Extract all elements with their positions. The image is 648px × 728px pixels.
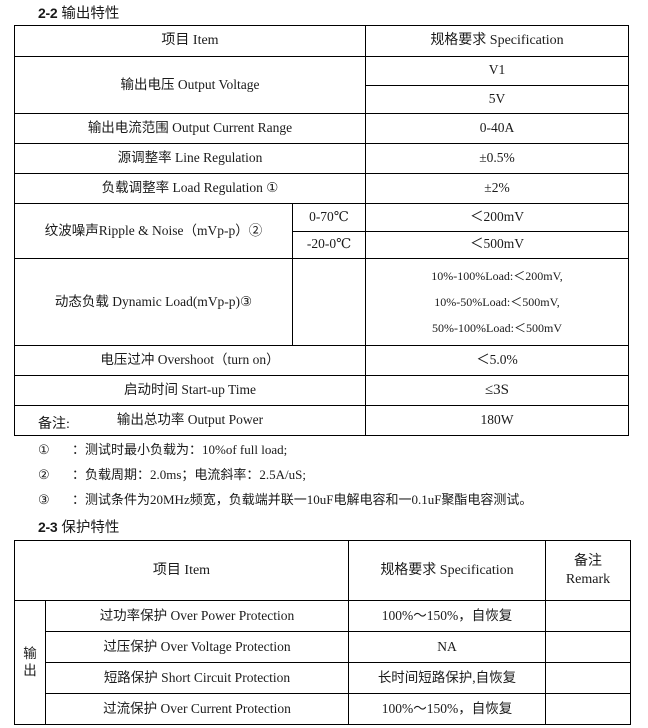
header-remark-en: Remark <box>565 571 611 587</box>
dynamic-load-line-3: 50%-100%Load:＜500mV <box>432 321 562 335</box>
header-spec: 规格要求 Specification <box>348 540 546 601</box>
section-number-protection: 2-3 <box>38 519 58 535</box>
header-spec: 规格要求 Specification <box>365 25 629 57</box>
cell-overshoot: ＜5.0% <box>365 345 629 376</box>
cell-over-current-protection-remark <box>545 693 631 725</box>
row-label-dynamic-load: 动态负载 Dynamic Load(mVp-p)③ <box>14 258 293 346</box>
remark-text-2: ：负载周期：2.0ms；电流斜率：2.5A/uS; <box>72 467 307 482</box>
cell-output-power: 180W <box>365 405 629 436</box>
table-row: 输出电流范围 Output Current Range 0-40A <box>14 113 629 144</box>
cell-short-circuit-protection-spec: 长时间短路保护,自恢复 <box>348 662 546 694</box>
cell-over-power-protection-remark <box>545 600 631 632</box>
section-title-protection: 保护特性 <box>61 520 120 536</box>
cell-output-voltage-v1: V1 <box>365 56 629 86</box>
row-label-over-power-protection: 过功率保护 Over Power Protection <box>45 600 349 632</box>
side-label-output: 输 出 <box>14 600 46 725</box>
table-row: 动态负载 Dynamic Load(mVp-p)③ 10%-100%Load:＜… <box>14 258 629 346</box>
table-row: 过流保护 Over Current Protection 100%～150%，自… <box>15 693 631 725</box>
table-row: 短路保护 Short Circuit Protection 长时间短路保护,自恢… <box>15 662 631 694</box>
section-number-output: 2-2 <box>38 5 58 21</box>
side-label-line-2: 出 <box>23 662 37 678</box>
cell-over-current-protection-spec: 100%～150%，自恢复 <box>348 693 546 725</box>
remark-marker-1: ① <box>38 442 50 457</box>
row-label-over-current-protection: 过流保护 Over Current Protection <box>45 693 349 725</box>
table-row: 过压保护 Over Voltage Protection NA <box>15 631 631 663</box>
row-label-short-circuit-protection: 短路保护 Short Circuit Protection <box>45 662 349 694</box>
remark-marker-3: ③ <box>38 492 50 507</box>
cell-output-voltage-5v: 5V <box>365 84 629 114</box>
cell-ripple-value-high: ＜200mV <box>365 203 629 232</box>
cell-ripple-temp-high: 0-70℃ <box>292 203 366 232</box>
cell-ripple-value-low: ＜500mV <box>365 230 629 259</box>
section-heading-protection: 2-3 保护特性 <box>0 517 648 538</box>
table-row: 启动时间 Start-up Time ≤3S <box>14 375 629 406</box>
table-header-row: 项目 Item 规格要求 Specification 备注 Remark <box>14 540 631 601</box>
remark-item: ② ：负载周期：2.0ms；电流斜率：2.5A/uS; <box>0 462 648 487</box>
table-row: 输出总功率 Output Power 180W <box>14 405 629 436</box>
cell-over-voltage-protection-remark <box>545 631 631 663</box>
row-label-overshoot: 电压过冲 Overshoot（turn on） <box>14 345 366 376</box>
cell-ripple-temp-low: -20-0℃ <box>292 230 366 259</box>
output-characteristics-table: 项目 Item 规格要求 Specification 输出电压 Output V… <box>14 25 629 436</box>
side-label-line-1: 输 <box>23 645 37 661</box>
cell-over-voltage-protection-spec: NA <box>348 631 546 663</box>
cell-over-power-protection-spec: 100%～150%，自恢复 <box>348 600 546 632</box>
cell-line-regulation: ±0.5% <box>365 143 629 174</box>
row-label-output-voltage: 输出电压 Output Voltage <box>14 56 366 114</box>
table-header-row: 项目 Item 规格要求 Specification <box>14 25 629 57</box>
row-label-over-voltage-protection: 过压保护 Over Voltage Protection <box>45 631 349 663</box>
cell-load-regulation: ±2% <box>365 173 629 204</box>
header-remark: 备注 Remark <box>545 540 631 601</box>
dynamic-load-line-1: 10%-100%Load:＜200mV, <box>431 269 563 283</box>
table-row: 输 出 过功率保护 Over Power Protection 100%～150… <box>14 600 631 725</box>
remark-marker-2: ② <box>38 467 50 482</box>
row-label-output-current-range: 输出电流范围 Output Current Range <box>14 113 366 144</box>
row-label-line-regulation: 源调整率 Line Regulation <box>14 143 366 174</box>
cell-dynamic-load-values: 10%-100%Load:＜200mV, 10%-50%Load:＜500mV,… <box>365 258 629 346</box>
cell-short-circuit-protection-remark <box>545 662 631 694</box>
remark-item: ③ ：测试条件为20MHz频宽，负载端并联一10uF电解电容和一0.1uF聚酯电… <box>0 487 648 512</box>
protection-characteristics-table: 项目 Item 规格要求 Specification 备注 Remark 输 出… <box>14 540 631 725</box>
section-heading-output: 2-2 输出特性 <box>0 3 119 24</box>
remark-text-3: ：测试条件为20MHz频宽，负载端并联一10uF电解电容和一0.1uF聚酯电容测… <box>72 492 533 507</box>
section-title-output: 输出特性 <box>61 6 120 22</box>
cell-dynamic-load-sub <box>292 258 366 346</box>
remark-text-1: ：测试时最小负载为：10%of full load; <box>72 442 288 457</box>
remark-item: ① ：测试时最小负载为：10%of full load; <box>0 437 648 462</box>
table-row: 源调整率 Line Regulation ±0.5% <box>14 143 629 174</box>
row-label-output-power: 输出总功率 Output Power <box>14 405 366 436</box>
table-row: 电压过冲 Overshoot（turn on） ＜5.0% <box>14 345 629 376</box>
table-row: 负载调整率 Load Regulation ① ±2% <box>14 173 629 204</box>
table-row: 纹波噪声Ripple & Noise（mVp-p）② 0-70℃ ＜200mV <box>14 203 629 259</box>
remarks-title: 备注: <box>38 417 70 432</box>
header-item: 项目 Item <box>14 25 366 57</box>
header-item: 项目 Item <box>14 540 349 601</box>
row-label-ripple-noise: 纹波噪声Ripple & Noise（mVp-p）② <box>14 203 293 259</box>
dynamic-load-line-2: 10%-50%Load:＜500mV, <box>434 295 560 309</box>
header-remark-cn: 备注 <box>574 554 602 569</box>
cell-output-current-range: 0-40A <box>365 113 629 144</box>
row-label-startup-time: 启动时间 Start-up Time <box>14 375 366 406</box>
table-row: 输出电压 Output Voltage V1 <box>14 56 629 114</box>
cell-startup-time: ≤3S <box>365 375 629 406</box>
row-label-load-regulation: 负载调整率 Load Regulation ① <box>14 173 366 204</box>
remarks-block: 备注: ① ：测试时最小负载为：10%of full load; ② ：负载周期… <box>0 412 648 512</box>
